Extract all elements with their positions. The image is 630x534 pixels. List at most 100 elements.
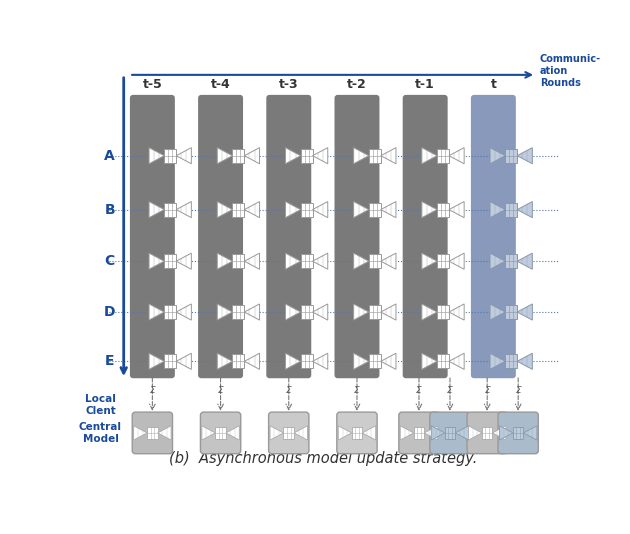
Polygon shape <box>381 147 396 164</box>
Text: Σ: Σ <box>149 386 155 395</box>
FancyBboxPatch shape <box>164 305 176 319</box>
Polygon shape <box>490 304 505 320</box>
Polygon shape <box>381 201 396 218</box>
Polygon shape <box>517 201 532 218</box>
Polygon shape <box>312 353 328 370</box>
Text: D: D <box>104 305 115 319</box>
FancyBboxPatch shape <box>414 427 424 439</box>
Text: t: t <box>490 77 496 91</box>
Polygon shape <box>244 304 260 320</box>
Polygon shape <box>176 304 192 320</box>
FancyBboxPatch shape <box>232 254 244 268</box>
FancyBboxPatch shape <box>164 202 176 217</box>
Text: Communic-
ation
Rounds: Communic- ation Rounds <box>540 54 601 88</box>
Polygon shape <box>449 253 464 269</box>
Polygon shape <box>312 304 328 320</box>
FancyBboxPatch shape <box>198 95 243 378</box>
Polygon shape <box>244 147 260 164</box>
Polygon shape <box>312 253 328 269</box>
Text: Σ: Σ <box>416 386 422 395</box>
Polygon shape <box>217 353 232 370</box>
FancyBboxPatch shape <box>301 254 312 268</box>
FancyBboxPatch shape <box>352 427 362 439</box>
FancyBboxPatch shape <box>505 354 517 368</box>
FancyBboxPatch shape <box>284 427 294 439</box>
Polygon shape <box>455 426 469 440</box>
Text: C: C <box>105 254 115 268</box>
Text: Central
Model: Central Model <box>79 422 122 444</box>
Polygon shape <box>517 147 532 164</box>
Text: t-4: t-4 <box>210 77 231 91</box>
FancyBboxPatch shape <box>164 354 176 368</box>
Polygon shape <box>285 304 301 320</box>
FancyBboxPatch shape <box>335 95 379 378</box>
Polygon shape <box>158 426 171 440</box>
Polygon shape <box>381 253 396 269</box>
Polygon shape <box>422 201 437 218</box>
FancyBboxPatch shape <box>437 202 449 217</box>
FancyBboxPatch shape <box>369 254 381 268</box>
Text: t-2: t-2 <box>347 77 367 91</box>
FancyBboxPatch shape <box>301 354 312 368</box>
Polygon shape <box>490 253 505 269</box>
Polygon shape <box>176 353 192 370</box>
FancyBboxPatch shape <box>200 412 241 454</box>
Polygon shape <box>422 147 437 164</box>
FancyBboxPatch shape <box>369 148 381 163</box>
Polygon shape <box>517 253 532 269</box>
Polygon shape <box>270 426 284 440</box>
FancyBboxPatch shape <box>301 305 312 319</box>
Polygon shape <box>176 201 192 218</box>
FancyBboxPatch shape <box>232 148 244 163</box>
Text: (b)  Asynchronous model update strategy.: (b) Asynchronous model update strategy. <box>169 451 477 466</box>
FancyBboxPatch shape <box>505 202 517 217</box>
Polygon shape <box>353 147 369 164</box>
Text: Σ: Σ <box>218 386 224 395</box>
Polygon shape <box>469 426 482 440</box>
Polygon shape <box>353 353 369 370</box>
FancyBboxPatch shape <box>437 305 449 319</box>
FancyBboxPatch shape <box>369 354 381 368</box>
Polygon shape <box>490 147 505 164</box>
FancyBboxPatch shape <box>164 254 176 268</box>
FancyBboxPatch shape <box>164 148 176 163</box>
Polygon shape <box>422 253 437 269</box>
Polygon shape <box>353 201 369 218</box>
Polygon shape <box>217 201 232 218</box>
Polygon shape <box>449 201 464 218</box>
Polygon shape <box>285 353 301 370</box>
Polygon shape <box>449 147 464 164</box>
Polygon shape <box>381 353 396 370</box>
FancyBboxPatch shape <box>399 412 439 454</box>
FancyBboxPatch shape <box>232 354 244 368</box>
FancyBboxPatch shape <box>467 412 507 454</box>
Polygon shape <box>493 426 506 440</box>
Polygon shape <box>312 201 328 218</box>
FancyBboxPatch shape <box>505 305 517 319</box>
Polygon shape <box>312 147 328 164</box>
Polygon shape <box>226 426 239 440</box>
Polygon shape <box>400 426 414 440</box>
FancyBboxPatch shape <box>471 95 516 378</box>
FancyBboxPatch shape <box>132 412 173 454</box>
Polygon shape <box>432 426 445 440</box>
Polygon shape <box>294 426 307 440</box>
Polygon shape <box>244 201 260 218</box>
Text: A: A <box>105 148 115 163</box>
Polygon shape <box>149 201 164 218</box>
FancyBboxPatch shape <box>437 354 449 368</box>
Polygon shape <box>217 253 232 269</box>
Polygon shape <box>149 304 164 320</box>
Polygon shape <box>176 253 192 269</box>
Polygon shape <box>353 304 369 320</box>
Polygon shape <box>517 304 532 320</box>
FancyBboxPatch shape <box>430 412 470 454</box>
FancyBboxPatch shape <box>301 202 312 217</box>
Polygon shape <box>449 304 464 320</box>
Polygon shape <box>422 304 437 320</box>
Polygon shape <box>338 426 352 440</box>
Text: Local
Clent: Local Clent <box>85 395 116 416</box>
Polygon shape <box>244 353 260 370</box>
FancyBboxPatch shape <box>445 427 455 439</box>
Polygon shape <box>244 253 260 269</box>
